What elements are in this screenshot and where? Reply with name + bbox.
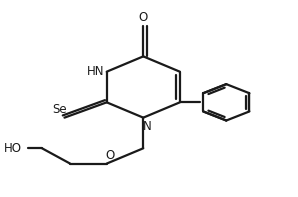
Text: HN: HN <box>86 65 104 78</box>
Text: HO: HO <box>4 142 22 155</box>
Text: N: N <box>143 120 152 133</box>
Text: O: O <box>139 11 148 24</box>
Text: Se: Se <box>53 103 67 116</box>
Text: O: O <box>105 149 114 162</box>
